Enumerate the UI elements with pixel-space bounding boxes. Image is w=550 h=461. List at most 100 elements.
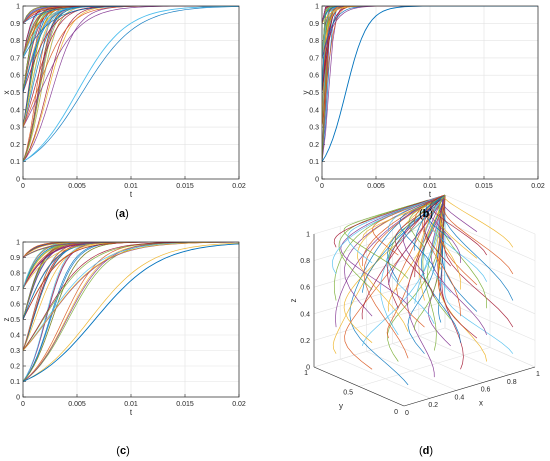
series-line	[23, 242, 239, 382]
y-tick-label: 0.9	[10, 255, 20, 262]
series-line	[23, 6, 239, 93]
y-tick-label: 0.2	[10, 142, 20, 149]
y-tick-label: 0.5	[10, 317, 20, 324]
trajectory-line	[441, 196, 478, 339]
series-line	[23, 242, 239, 320]
series-line	[23, 6, 239, 24]
y-tick-label: 0.4	[10, 333, 20, 340]
series-line	[23, 242, 239, 382]
y-tick-label: 0.8	[10, 38, 20, 45]
y-tick-label: 1	[16, 240, 20, 247]
y-tick-label: 0.3	[10, 348, 20, 355]
y-tick-label: 0.5	[10, 90, 20, 97]
y-tick-label: 1	[16, 4, 20, 11]
z-axis-label: z	[289, 299, 298, 303]
x-axis	[403, 366, 536, 407]
series-line	[23, 242, 239, 289]
x-tick-label: 0.005	[68, 401, 86, 408]
series-line	[23, 242, 239, 351]
panel-c-chart: 0 0.1 0.2 0.3 0.4 0.5 0.6 0.7 0.8 0.9 1 0 0.005 0.01 0…	[2, 240, 246, 418]
series-line	[23, 6, 239, 59]
trajectory-line	[438, 194, 446, 217]
y-tick-label: 0.7	[10, 286, 20, 293]
z-tick-label: 0.4	[300, 311, 310, 318]
y-axis-label: y	[301, 91, 310, 95]
y-axis-label: z	[2, 318, 11, 322]
series-line	[23, 242, 239, 351]
y-tick-label: 0.3	[10, 125, 20, 132]
x-tick-label: 0	[21, 183, 25, 190]
x-tick-label: 0.4	[455, 394, 465, 401]
plot-frame	[22, 5, 240, 180]
y-tick-label: 0.8	[309, 38, 319, 45]
caption-d: (d)	[419, 445, 433, 457]
grid-line	[313, 221, 446, 261]
x-tick-label: 0.6	[481, 387, 491, 394]
series-line	[23, 6, 239, 162]
x-tick-label: 0.01	[124, 401, 138, 408]
x-tick-label: 0.01	[124, 183, 138, 190]
y-tick-label: 0	[394, 409, 398, 416]
y-tick-label: 0.1	[10, 159, 20, 166]
x-axis-label: x	[479, 399, 483, 408]
series-line-slowest	[23, 6, 239, 163]
caption-a: (a)	[115, 208, 128, 220]
y-axis-label: x	[2, 91, 11, 95]
x-tick-label: 0.015	[176, 183, 194, 190]
series-line	[23, 6, 239, 162]
series-line	[23, 6, 239, 162]
x-axis-label: t	[130, 408, 133, 417]
x-tick-label: 0	[320, 183, 324, 190]
trajectory-line	[414, 194, 445, 224]
z-tick-label: 0.8	[300, 258, 310, 265]
x-tick-label: 1	[536, 371, 540, 378]
panel-b-chart: 0 0.1 0.2 0.3 0.4 0.5 0.6 0.7 0.8 0.9 1 0 0.005 0.01 0…	[301, 4, 545, 200]
y-tick-label: 0.5	[343, 390, 353, 397]
series-line	[322, 6, 538, 24]
x-tick-label: 0.015	[475, 183, 493, 190]
x-tick-label: 0.005	[68, 183, 86, 190]
grid-line	[313, 274, 446, 315]
series-line	[23, 242, 239, 258]
y-tick-label: 0.6	[309, 73, 319, 80]
trajectory-line	[424, 195, 451, 240]
z-tick-label: 0	[306, 365, 310, 372]
x-tick-label: 0.2	[428, 402, 438, 409]
series-line	[23, 242, 239, 382]
x-tick-label: 0	[405, 410, 409, 417]
series-line	[23, 242, 239, 258]
series-line	[23, 6, 239, 162]
y-tick-label: 0.4	[309, 107, 319, 114]
y-tick-label: 1	[304, 370, 308, 377]
x-tick-label: 0.02	[232, 183, 246, 190]
plot-frame	[321, 5, 539, 180]
y-tick-label: 0.2	[309, 142, 319, 149]
series-line	[23, 6, 239, 162]
y-tick-label: 0.2	[10, 364, 20, 371]
y-axis	[313, 366, 405, 407]
trajectory-line	[361, 198, 440, 320]
series-line	[322, 6, 538, 58]
y-tick-label: 0.5	[309, 90, 319, 97]
series-line-slowest	[23, 243, 239, 382]
series-line	[23, 242, 239, 351]
caption-c: (c)	[116, 445, 129, 457]
panel-a-chart: 0 0.1 0.2 0.3 0.4 0.5 0.6 0.7 0.8 0.9 1 0 0.005 0.01 0…	[2, 4, 246, 200]
x-axis-label: t	[429, 190, 432, 199]
series-line	[23, 6, 239, 24]
y-tick-label: 0.6	[10, 302, 20, 309]
y-tick-label: 0	[16, 395, 20, 402]
y-axis-label: y	[339, 402, 343, 411]
x-tick-label: 0	[21, 401, 25, 408]
y-tick-label: 0.6	[10, 73, 20, 80]
z-tick-label: 1	[306, 232, 310, 239]
series-line	[23, 242, 239, 289]
y-tick-label: 0.7	[309, 55, 319, 62]
y-tick-label: 0	[16, 177, 20, 184]
x-tick-label: 0.01	[423, 183, 437, 190]
y-tick-label: 0.9	[309, 21, 319, 28]
series-line	[23, 242, 239, 289]
x-tick-label: 0.005	[367, 183, 385, 190]
